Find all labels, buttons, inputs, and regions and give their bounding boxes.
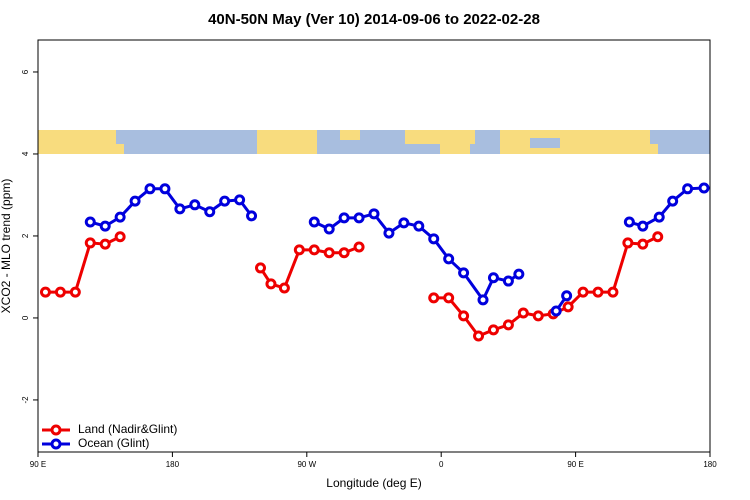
data-point (99, 220, 111, 232)
data-point (413, 220, 425, 232)
series-line (433, 235, 659, 338)
data-point (513, 268, 525, 280)
y-tick-label: 0 (21, 315, 30, 320)
data-point (338, 212, 350, 224)
data-point (353, 241, 365, 253)
data-point (39, 286, 51, 298)
data-point (622, 237, 634, 249)
data-point (532, 310, 544, 322)
data-point (144, 183, 156, 195)
data-point (84, 237, 96, 249)
data-point (577, 286, 589, 298)
series-line (628, 186, 705, 228)
data-point (219, 195, 231, 207)
data-point (189, 199, 201, 211)
data-point (323, 247, 335, 259)
data-point (487, 324, 499, 336)
data-point (502, 319, 514, 331)
data-point (265, 278, 277, 290)
chart-title: 40N-50N May (Ver 10) 2014-09-06 to 2022-… (208, 11, 540, 28)
data-point (592, 286, 604, 298)
x-tick-label: 180 (703, 460, 717, 469)
data-point (308, 216, 320, 228)
series-line (89, 187, 253, 228)
data-point (204, 206, 216, 218)
data-point (458, 310, 470, 322)
data-point (323, 223, 335, 235)
data-point (129, 195, 141, 207)
y-tick-label: 2 (21, 233, 30, 238)
data-point (698, 182, 710, 194)
data-point (428, 292, 440, 304)
data-point (473, 330, 485, 342)
y-tick-label: 4 (21, 151, 30, 156)
legend-label: Land (Nadir&Glint) (78, 422, 177, 436)
data-point (353, 212, 365, 224)
y-tick-label: 6 (21, 69, 30, 74)
data-point (383, 227, 395, 239)
data-point (338, 247, 350, 259)
data-point (652, 231, 664, 243)
data-point (637, 238, 649, 250)
data-point (653, 211, 665, 223)
data-point (561, 290, 573, 302)
data-point (637, 220, 649, 232)
data-point (114, 231, 126, 243)
data-point (368, 208, 380, 220)
x-tick-label: 90 E (567, 460, 583, 469)
data-point (54, 286, 66, 298)
data-point (517, 307, 529, 319)
x-tick-label: 180 (166, 460, 180, 469)
x-tick-label: 90 E (30, 460, 46, 469)
data-point (502, 275, 514, 287)
data-point (623, 216, 635, 228)
data-point (428, 233, 440, 245)
data-point (99, 238, 111, 250)
data-point (246, 210, 258, 222)
data-point (84, 216, 96, 228)
plot-frame (37, 39, 711, 453)
y-axis-label: XCO2 - MLO trend (ppm) (0, 179, 13, 314)
data-point (293, 244, 305, 256)
legend-marker (50, 438, 62, 450)
x-axis-label: Longitude (deg E) (326, 476, 421, 490)
data-point (174, 203, 186, 215)
data-point (562, 301, 574, 313)
data-point (69, 286, 81, 298)
data-point (443, 253, 455, 265)
data-point (234, 194, 246, 206)
data-point (550, 305, 562, 317)
y-tick-label: -2 (21, 396, 30, 404)
data-point (255, 262, 267, 274)
data-point (114, 211, 126, 223)
data-point (682, 183, 694, 195)
data-point (667, 195, 679, 207)
map-strip (38, 130, 710, 154)
data-point (278, 282, 290, 294)
data-point (308, 244, 320, 256)
legend-marker (50, 424, 62, 436)
x-tick-label: 90 W (297, 460, 316, 469)
legend-label: Ocean (Glint) (78, 436, 149, 450)
data-point (159, 183, 171, 195)
data-point (458, 267, 470, 279)
data-point (607, 286, 619, 298)
data-point (477, 294, 489, 306)
data-point (443, 292, 455, 304)
data-point (487, 272, 499, 284)
x-tick-label: 0 (439, 460, 444, 469)
data-point (398, 217, 410, 229)
